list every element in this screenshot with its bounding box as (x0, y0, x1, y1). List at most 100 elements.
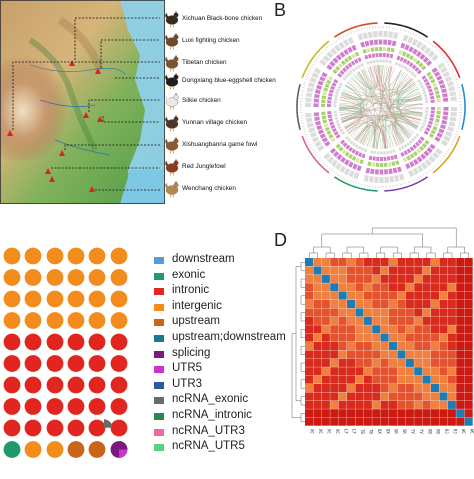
heatmap-cell (313, 275, 321, 283)
heatmap-col-label: RJ (444, 429, 449, 434)
heatmap-cell (347, 376, 355, 384)
heatmap-cell (397, 266, 405, 274)
heatmap-cells (305, 258, 473, 426)
chicken-icon (164, 158, 180, 181)
legend-label: splicing (172, 347, 210, 359)
heatmap-cell (372, 401, 380, 409)
heatmap-cell (456, 367, 464, 375)
heatmap-cell (465, 376, 473, 384)
heatmap-cell (355, 325, 363, 333)
heatmap-cell (431, 292, 439, 300)
heatmap-cell (456, 300, 464, 308)
heatmap-cell (381, 258, 389, 266)
heatmap-cell (414, 342, 422, 350)
dot-intronic (111, 355, 128, 372)
heatmap-cell (439, 392, 447, 400)
heatmap-col-label: SK (394, 429, 399, 434)
heatmap-cell (322, 325, 330, 333)
breed-label: Wenchang chicken (182, 185, 236, 192)
dot-intergenic (25, 312, 42, 329)
heatmap-cell (313, 258, 321, 266)
dot-intronic (4, 355, 21, 372)
heatmap-cell (364, 266, 372, 274)
heatmap-cell (448, 392, 456, 400)
heatmap-cell (456, 359, 464, 367)
heatmap-cell (406, 392, 414, 400)
heatmap-cell (372, 334, 380, 342)
heatmap-cell (423, 350, 431, 358)
dot-intronic (68, 377, 85, 394)
heatmap-col-label: YV (419, 429, 424, 434)
dot-intronic (4, 398, 21, 415)
heatmap-cell (330, 367, 338, 375)
heatmap-cell (397, 258, 405, 266)
heatmap-cell (347, 409, 355, 417)
heatmap-cell (355, 342, 363, 350)
dot-intronic (89, 377, 106, 394)
heatmap-cell (414, 384, 422, 392)
heatmap-cell (431, 308, 439, 316)
heatmap-cell (448, 300, 456, 308)
heatmap-cell (456, 258, 464, 266)
heatmap-cell (322, 342, 330, 350)
dot-intergenic (4, 291, 21, 308)
heatmap-cell (339, 384, 347, 392)
heatmap-cell (414, 292, 422, 300)
dot-grid (0, 240, 140, 474)
heatmap-cell (372, 409, 380, 417)
heatmap-cell (322, 334, 330, 342)
heatmap-cell (313, 359, 321, 367)
heatmap-cell (439, 376, 447, 384)
dot-intronic (68, 334, 85, 351)
heatmap-cell (414, 350, 422, 358)
heatmap-cell (381, 367, 389, 375)
heatmap-cell (439, 283, 447, 291)
heatmap-cell (389, 350, 397, 358)
heatmap-cell (339, 418, 347, 426)
heatmap-cell (406, 334, 414, 342)
dot-intronic (68, 420, 85, 437)
heatmap-cell (364, 275, 372, 283)
breed-label: Luxi fighting chicken (182, 37, 240, 44)
heatmap-cell (355, 401, 363, 409)
heatmap-cell (330, 325, 338, 333)
heatmap-cell (372, 266, 380, 274)
heatmap-col-label: TB (369, 429, 374, 434)
heatmap-cell (439, 317, 447, 325)
heatmap-cell (364, 350, 372, 358)
heatmap-cell (347, 275, 355, 283)
heatmap-cell (448, 283, 456, 291)
heatmap-col-label: XC (327, 429, 332, 434)
heatmap-cell (364, 401, 372, 409)
heatmap-cell (339, 367, 347, 375)
dot-intergenic (25, 269, 42, 286)
heatmap-cell (406, 300, 414, 308)
heatmap-cell (305, 342, 313, 350)
dot-intergenic (111, 291, 128, 308)
heatmap-cell (313, 266, 321, 274)
chromosome-segment (462, 84, 465, 129)
heatmap-cell (439, 308, 447, 316)
chicken-icon (164, 114, 180, 137)
heatmap-cell (397, 367, 405, 375)
heatmap-cell (313, 384, 321, 392)
heatmap-cell (305, 376, 313, 384)
chromosome-segment (297, 84, 300, 129)
dot-intergenic (68, 248, 85, 265)
dot-intergenic (111, 248, 128, 265)
heatmap-cell (406, 359, 414, 367)
legend-swatch (154, 335, 164, 342)
legend-label: ncRNA_intronic (172, 409, 252, 421)
chicken-icon (164, 92, 180, 115)
heatmap-cell (322, 258, 330, 266)
legend-swatch (154, 366, 164, 373)
mixed-category-dot (104, 419, 112, 427)
heatmap-cell (330, 376, 338, 384)
heatmap-cell (448, 384, 456, 392)
dot-intergenic (89, 312, 106, 329)
heatmap-cell (322, 308, 330, 316)
heatmap-cell (330, 317, 338, 325)
heatmap-cell (347, 359, 355, 367)
dot-intronic (47, 420, 64, 437)
